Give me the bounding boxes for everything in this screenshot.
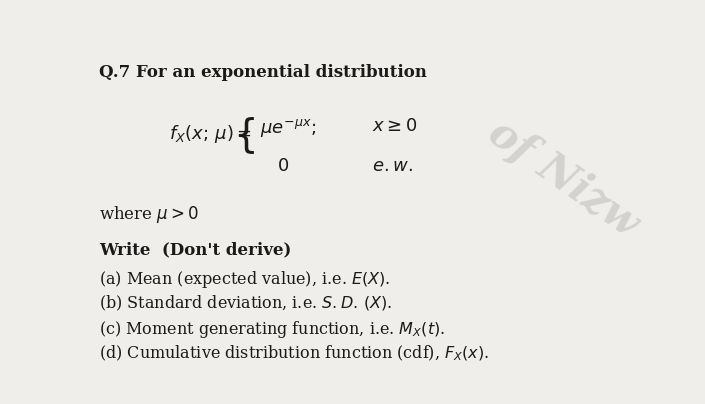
- Text: of Nizw: of Nizw: [480, 111, 646, 244]
- Text: $\{$: $\{$: [233, 116, 255, 156]
- Text: Q.7 For an exponential distribution: Q.7 For an exponential distribution: [99, 64, 427, 81]
- Text: (b) Standard deviation, i.e. $S.D.\,(X)$.: (b) Standard deviation, i.e. $S.D.\,(X)$…: [99, 294, 392, 314]
- Text: Write  (Don't derive): Write (Don't derive): [99, 241, 291, 258]
- Text: where $\mu > 0$: where $\mu > 0$: [99, 204, 200, 225]
- Text: (d) Cumulative distribution function (cdf), $F_X(x)$.: (d) Cumulative distribution function (cd…: [99, 344, 489, 364]
- Text: (c) Moment generating function, i.e. $M_X(t)$.: (c) Moment generating function, i.e. $M_…: [99, 319, 446, 340]
- Text: $\mu e^{-\mu x};$: $\mu e^{-\mu x};$: [260, 117, 317, 139]
- Text: (a) Mean (expected value), i.e. $E(X)$.: (a) Mean (expected value), i.e. $E(X)$.: [99, 269, 391, 290]
- Text: $x \geq 0$: $x \geq 0$: [372, 117, 417, 135]
- Text: $e.w.$: $e.w.$: [372, 157, 413, 175]
- Text: $f_X(x;\, \mu) =$: $f_X(x;\, \mu) =$: [169, 123, 252, 145]
- Text: $0$: $0$: [276, 157, 289, 175]
